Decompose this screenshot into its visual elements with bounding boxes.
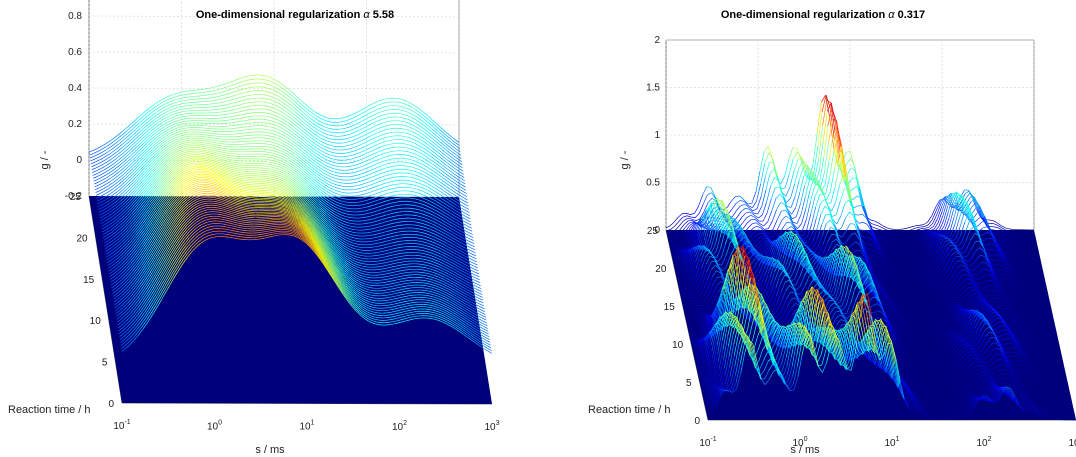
y-tick-label: 25	[70, 192, 82, 203]
y-tick-label: 10	[90, 316, 102, 327]
y-tick-label: 0	[108, 399, 114, 410]
x-tick-label: 102	[392, 420, 407, 433]
x-tick-label: 101	[884, 436, 899, 449]
z-tick-label: 1	[654, 130, 660, 141]
surface-mesh	[665, 95, 1076, 421]
axes-box: -0.200.20.40.60.811.21.4	[65, 0, 493, 405]
z-tick-label: 0.6	[68, 47, 82, 58]
y-tick-label: 10	[672, 340, 684, 351]
x-tick-label: 102	[976, 436, 991, 449]
y-axis-label: Reaction time / h	[588, 404, 671, 416]
z-tick-label: -0.2	[65, 191, 83, 202]
y-tick-label: 5	[102, 358, 108, 369]
y-tick-label: 20	[655, 264, 667, 275]
y-tick-label: 5	[686, 378, 692, 389]
x-axis-label: s / ms	[790, 444, 820, 456]
surface-floor	[89, 196, 492, 404]
z-axis-label: g / -	[619, 150, 631, 169]
z-tick-label: 0.8	[68, 11, 82, 22]
z-tick-label: 0	[654, 225, 660, 236]
x-tick-label: 103	[1068, 436, 1076, 449]
z-tick-label: 0.4	[68, 83, 82, 94]
y-tick-label: 25	[647, 226, 659, 237]
surface-plot-left: -0.200.20.40.60.811.21.410-1100101102103…	[8, 0, 500, 456]
x-tick-label: 101	[299, 420, 314, 433]
axis-labels: 10-1 100 101 102 103 0 5 10 15 20 25 s / ms Reaction…	[8, 150, 500, 456]
chart-title: One-dimensional regularization α 0.317	[721, 9, 925, 21]
surface-mesh	[88, 74, 493, 404]
z-axis-label: g / -	[39, 150, 51, 169]
z-tick-label: 2	[654, 35, 660, 46]
z-tick-label: 1.5	[646, 83, 660, 94]
z-tick-label: 0.2	[68, 119, 82, 130]
y-axis-label: Reaction time / h	[8, 404, 91, 416]
x-tick-label: 100	[207, 419, 222, 432]
x-tick-label: 103	[484, 420, 499, 433]
z-tick-label: 0	[76, 155, 82, 166]
z-tick-label: 0.5	[646, 178, 660, 189]
x-tick-label: 10-1	[113, 419, 130, 432]
y-tick-label: 0	[694, 416, 700, 427]
y-tick-label: 15	[83, 275, 95, 286]
x-axis-label: s / ms	[255, 444, 285, 456]
y-tick-label: 20	[76, 233, 88, 244]
y-tick-label: 15	[664, 302, 676, 313]
chart-title: One-dimensional regularization α 5.58	[196, 9, 394, 21]
x-tick-label: 10-1	[699, 436, 716, 449]
